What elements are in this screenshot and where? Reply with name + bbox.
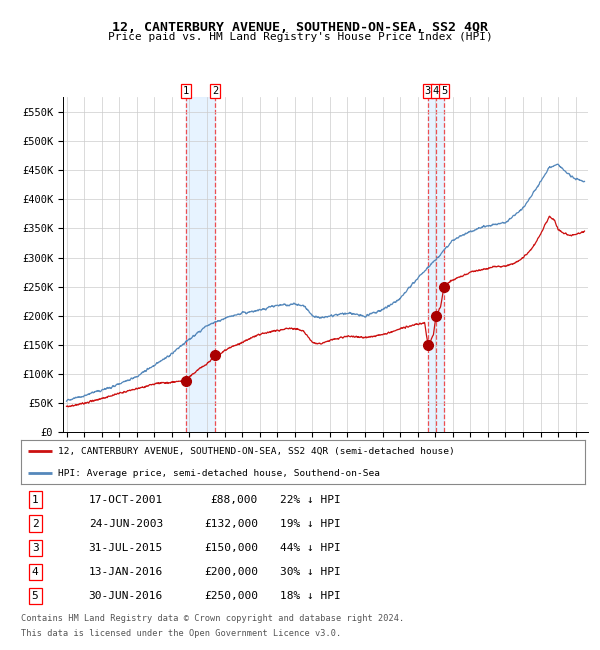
Text: £132,000: £132,000 xyxy=(204,519,258,528)
Text: 1: 1 xyxy=(182,86,189,96)
Bar xyxy=(186,98,215,432)
Text: £150,000: £150,000 xyxy=(204,543,258,552)
Text: 31-JUL-2015: 31-JUL-2015 xyxy=(89,543,163,552)
Text: £88,000: £88,000 xyxy=(211,495,258,504)
Text: 18% ↓ HPI: 18% ↓ HPI xyxy=(280,591,341,601)
Text: 30% ↓ HPI: 30% ↓ HPI xyxy=(280,567,341,577)
Text: HPI: Average price, semi-detached house, Southend-on-Sea: HPI: Average price, semi-detached house,… xyxy=(58,469,380,478)
Text: 5: 5 xyxy=(441,86,447,96)
Text: 3: 3 xyxy=(425,86,431,96)
Text: 17-OCT-2001: 17-OCT-2001 xyxy=(89,495,163,504)
Text: 1: 1 xyxy=(32,495,38,504)
Text: £250,000: £250,000 xyxy=(204,591,258,601)
Text: Price paid vs. HM Land Registry's House Price Index (HPI): Price paid vs. HM Land Registry's House … xyxy=(107,32,493,42)
Text: £200,000: £200,000 xyxy=(204,567,258,577)
Text: 19% ↓ HPI: 19% ↓ HPI xyxy=(280,519,341,528)
Text: 4: 4 xyxy=(32,567,38,577)
Text: Contains HM Land Registry data © Crown copyright and database right 2024.: Contains HM Land Registry data © Crown c… xyxy=(21,614,404,623)
Text: This data is licensed under the Open Government Licence v3.0.: This data is licensed under the Open Gov… xyxy=(21,629,341,638)
Text: 22% ↓ HPI: 22% ↓ HPI xyxy=(280,495,341,504)
Text: 2: 2 xyxy=(212,86,218,96)
Text: 2: 2 xyxy=(32,519,38,528)
Text: 12, CANTERBURY AVENUE, SOUTHEND-ON-SEA, SS2 4QR: 12, CANTERBURY AVENUE, SOUTHEND-ON-SEA, … xyxy=(112,21,488,34)
Text: 12, CANTERBURY AVENUE, SOUTHEND-ON-SEA, SS2 4QR (semi-detached house): 12, CANTERBURY AVENUE, SOUTHEND-ON-SEA, … xyxy=(58,447,454,456)
Text: 24-JUN-2003: 24-JUN-2003 xyxy=(89,519,163,528)
Text: 30-JUN-2016: 30-JUN-2016 xyxy=(89,591,163,601)
Text: 3: 3 xyxy=(32,543,38,552)
Text: 4: 4 xyxy=(433,86,439,96)
Bar xyxy=(428,98,444,432)
Text: 5: 5 xyxy=(32,591,38,601)
Text: 13-JAN-2016: 13-JAN-2016 xyxy=(89,567,163,577)
Text: 44% ↓ HPI: 44% ↓ HPI xyxy=(280,543,341,552)
